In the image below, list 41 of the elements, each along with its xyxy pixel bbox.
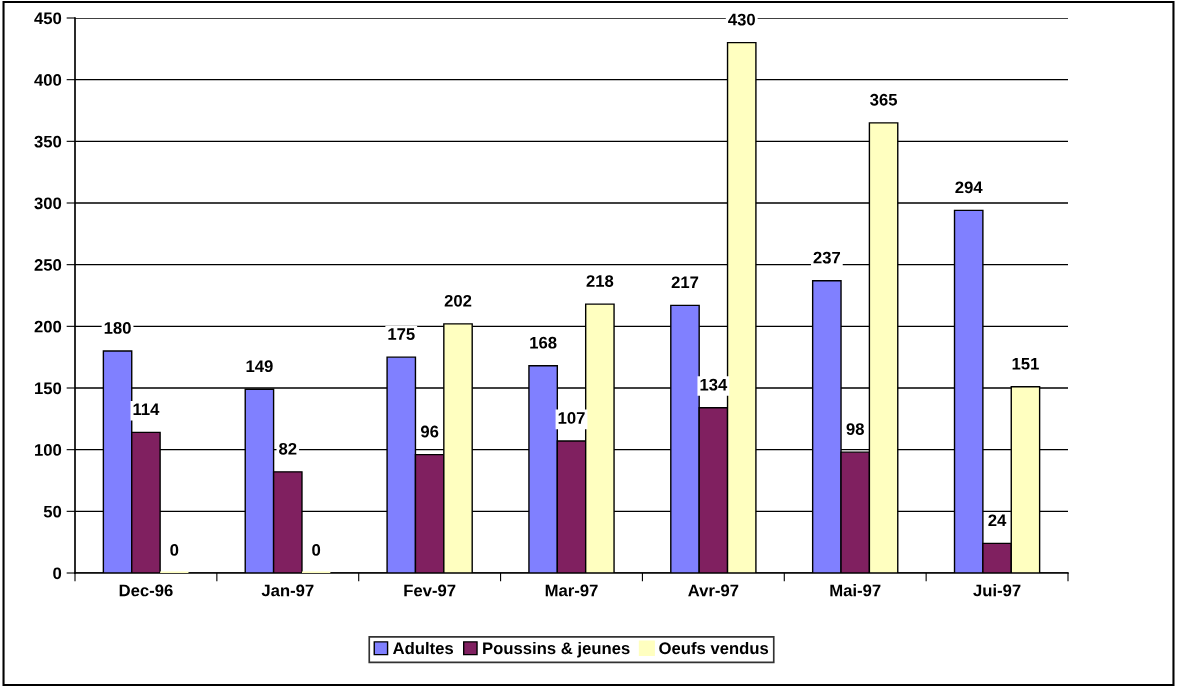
data-label: 0 bbox=[312, 544, 321, 556]
x-tick-label: Mar-97 bbox=[545, 584, 598, 597]
x-tick-label: Jan-97 bbox=[261, 584, 314, 597]
data-label: 0 bbox=[170, 544, 179, 556]
y-tick-label: 450 bbox=[34, 12, 62, 25]
data-label: 365 bbox=[870, 93, 898, 106]
y-tick-label: 300 bbox=[34, 197, 62, 210]
data-label: 217 bbox=[671, 276, 699, 289]
y-tick-label: 0 bbox=[53, 567, 62, 580]
data-label: 114 bbox=[133, 403, 160, 416]
data-label: 24 bbox=[988, 514, 1007, 527]
data-label: 151 bbox=[1012, 357, 1039, 370]
data-label: 237 bbox=[813, 251, 841, 264]
data-label: 294 bbox=[955, 181, 983, 194]
data-label: 134 bbox=[700, 378, 728, 391]
data-label: 218 bbox=[586, 275, 614, 287]
y-tick-label: 50 bbox=[43, 505, 62, 518]
y-tick-label: 250 bbox=[34, 259, 62, 271]
legend-label: Poussins & jeunes bbox=[483, 641, 630, 658]
x-tick-label: Mai-97 bbox=[830, 584, 881, 597]
data-label: 107 bbox=[558, 412, 585, 424]
y-tick-label: 350 bbox=[34, 135, 62, 148]
data-label: 175 bbox=[388, 328, 415, 340]
legend-label: Oeufs vendus bbox=[659, 641, 769, 655]
data-label: 96 bbox=[420, 425, 439, 438]
data-label: 98 bbox=[846, 423, 864, 435]
x-tick-label: Dec-96 bbox=[119, 584, 173, 597]
data-label: 82 bbox=[279, 442, 297, 455]
data-label: 202 bbox=[444, 294, 472, 307]
x-tick-label: Fev-97 bbox=[404, 584, 456, 597]
data-label: 430 bbox=[728, 13, 755, 26]
y-tick-label: 150 bbox=[35, 382, 62, 395]
data-label: 149 bbox=[246, 360, 273, 373]
data-label: 168 bbox=[530, 336, 557, 349]
y-tick-label: 400 bbox=[34, 74, 62, 86]
x-tick-label: Jui-97 bbox=[973, 584, 1021, 597]
y-tick-label: 100 bbox=[35, 444, 62, 456]
data-label: 180 bbox=[104, 322, 131, 334]
y-tick-label: 200 bbox=[34, 320, 62, 333]
legend-label: Adultes bbox=[393, 641, 454, 655]
x-tick-label: Avr-97 bbox=[688, 584, 739, 597]
